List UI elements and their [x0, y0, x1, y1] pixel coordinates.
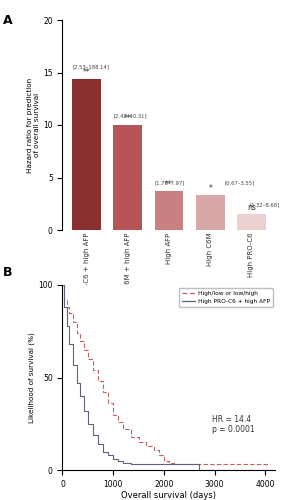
Text: *: *: [208, 184, 212, 193]
Text: [0.67–3.55]: [0.67–3.55]: [225, 180, 255, 185]
Text: ns: ns: [247, 203, 256, 212]
Text: [2.42–40.31]: [2.42–40.31]: [113, 114, 147, 118]
Text: B: B: [3, 266, 12, 280]
Text: [1.32–8.68]: [1.32–8.68]: [249, 202, 279, 207]
Text: **: **: [165, 180, 173, 189]
Text: **: **: [124, 114, 132, 124]
Text: **: **: [83, 68, 91, 77]
Text: HR = 14.4
p = 0.0001: HR = 14.4 p = 0.0001: [212, 414, 254, 434]
Y-axis label: Likelihood of survival (%): Likelihood of survival (%): [29, 332, 36, 423]
Bar: [113, 125, 142, 230]
Bar: [237, 214, 266, 230]
Text: [2.53–188.14]: [2.53–188.14]: [72, 64, 109, 70]
Bar: [72, 79, 101, 230]
Text: A: A: [3, 14, 12, 26]
Text: [1.76–7.97]: [1.76–7.97]: [154, 180, 185, 185]
Legend: High/low or low/high, High PRO-C6 + high AFP: High/low or low/high, High PRO-C6 + high…: [179, 288, 273, 307]
X-axis label: Overall survival (days): Overall survival (days): [122, 492, 216, 500]
Bar: [196, 195, 225, 230]
Y-axis label: Hazard ratio for prediction
of overall survival: Hazard ratio for prediction of overall s…: [27, 78, 40, 172]
Bar: [154, 190, 183, 230]
